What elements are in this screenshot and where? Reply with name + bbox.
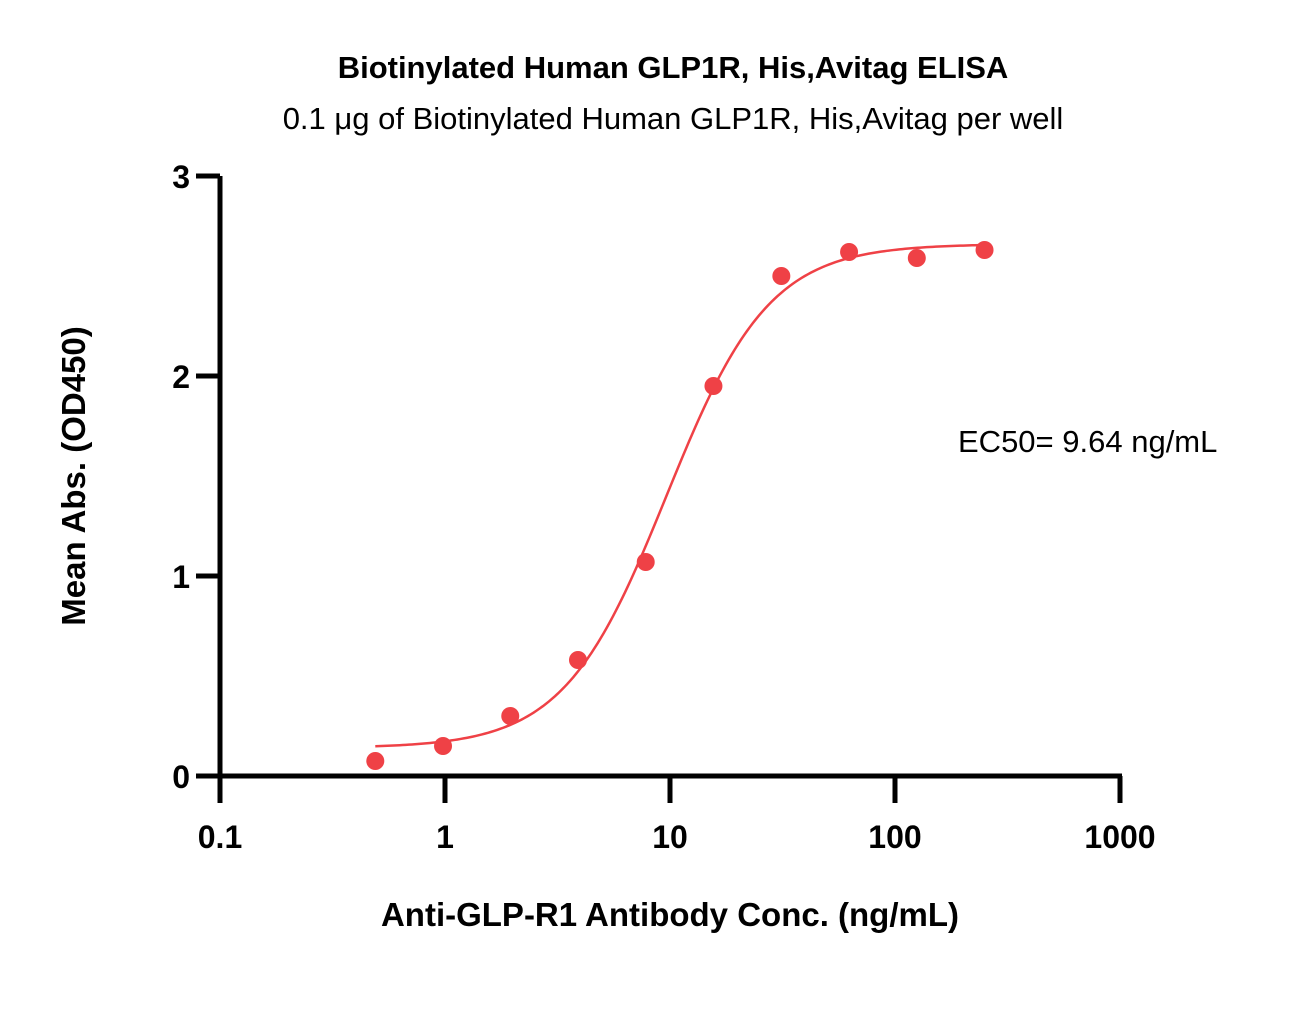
data-point xyxy=(501,707,520,725)
fit-curve xyxy=(375,243,985,748)
x-tick-label: 100 xyxy=(868,819,921,855)
y-tick-label: 1 xyxy=(172,559,190,595)
data-point xyxy=(434,737,453,755)
chart-subtitle: 0.1 μg of Biotinylated Human GLP1R, His,… xyxy=(282,101,1064,136)
data-point xyxy=(704,377,723,395)
data-point xyxy=(366,752,385,770)
data-point xyxy=(975,241,994,259)
x-tick-label: 0.1 xyxy=(198,819,242,855)
data-points-layer xyxy=(366,241,994,770)
data-point xyxy=(772,267,791,285)
y-tick-label: 2 xyxy=(172,359,190,395)
axes xyxy=(196,173,1123,803)
x-tick-label: 1 xyxy=(436,819,454,855)
data-point xyxy=(636,553,655,571)
ec50-annotation: EC50= 9.64 ng/mL xyxy=(958,424,1217,459)
labels-layer: 0 1 2 3 0.1 1 10 100 1000 Anti-GLP-R1 Antibody Co… xyxy=(55,159,1217,933)
y-tick-label: 0 xyxy=(172,759,190,795)
y-axis-title: Mean Abs. (OD450) xyxy=(55,326,92,626)
chart-title: Biotinylated Human GLP1R, His,Avitag ELI… xyxy=(337,50,1009,85)
fit-curve-layer xyxy=(375,243,985,748)
data-point xyxy=(840,243,859,261)
x-tick-label: 1000 xyxy=(1084,819,1155,855)
data-point xyxy=(907,249,926,267)
x-tick-label: 10 xyxy=(652,819,688,855)
y-tick-label: 3 xyxy=(172,159,190,195)
x-axis-title: Anti-GLP-R1 Antibody Conc. (ng/mL) xyxy=(381,896,959,933)
data-point xyxy=(568,651,587,669)
